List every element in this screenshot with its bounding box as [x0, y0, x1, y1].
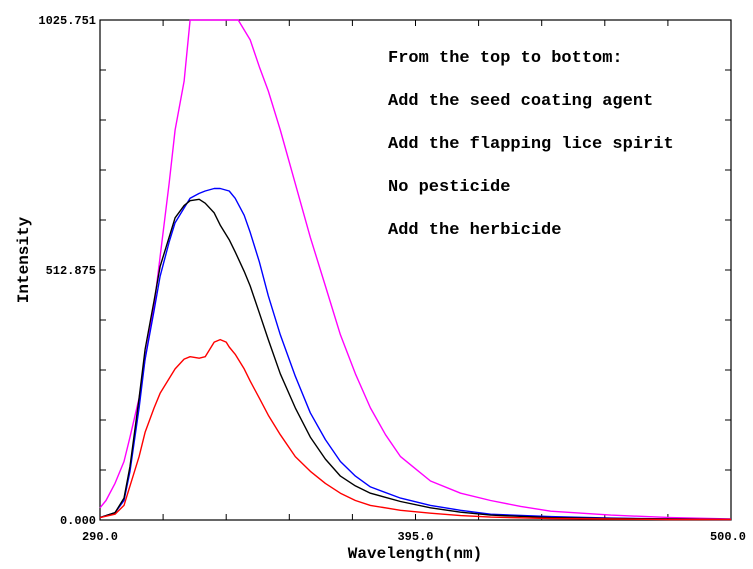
- legend-annotations: From the top to bottom: Add the seed coat…: [388, 49, 674, 240]
- x-axis-label: Wavelength(nm): [348, 545, 482, 563]
- x-tick-label-2: 500.0: [710, 530, 746, 544]
- series-lines: [99, 19, 732, 521]
- annotation-line-3: No pesticide: [388, 178, 510, 197]
- y-tick-label-2: 1025.751: [38, 14, 96, 28]
- y-axis-label: Intensity: [15, 216, 33, 303]
- x-tick-label-1: 395.0: [397, 530, 433, 544]
- series-line-1: [99, 187, 732, 521]
- annotation-line-0: From the top to bottom:: [388, 49, 623, 68]
- series-line-2: [99, 198, 732, 521]
- tick-labels: 290.0 395.0 500.0 0.000 512.875 1025.751: [38, 14, 746, 544]
- y-tick-label-0: 0.000: [60, 514, 96, 528]
- annotation-line-2: Add the flapping lice spirit: [388, 135, 674, 154]
- y-tick-label-1: 512.875: [46, 264, 96, 278]
- annotation-line-4: Add the herbicide: [388, 221, 561, 240]
- series-line-3: [99, 338, 731, 521]
- x-tick-label-0: 290.0: [82, 530, 118, 544]
- annotation-line-1: Add the seed coating agent: [388, 92, 653, 111]
